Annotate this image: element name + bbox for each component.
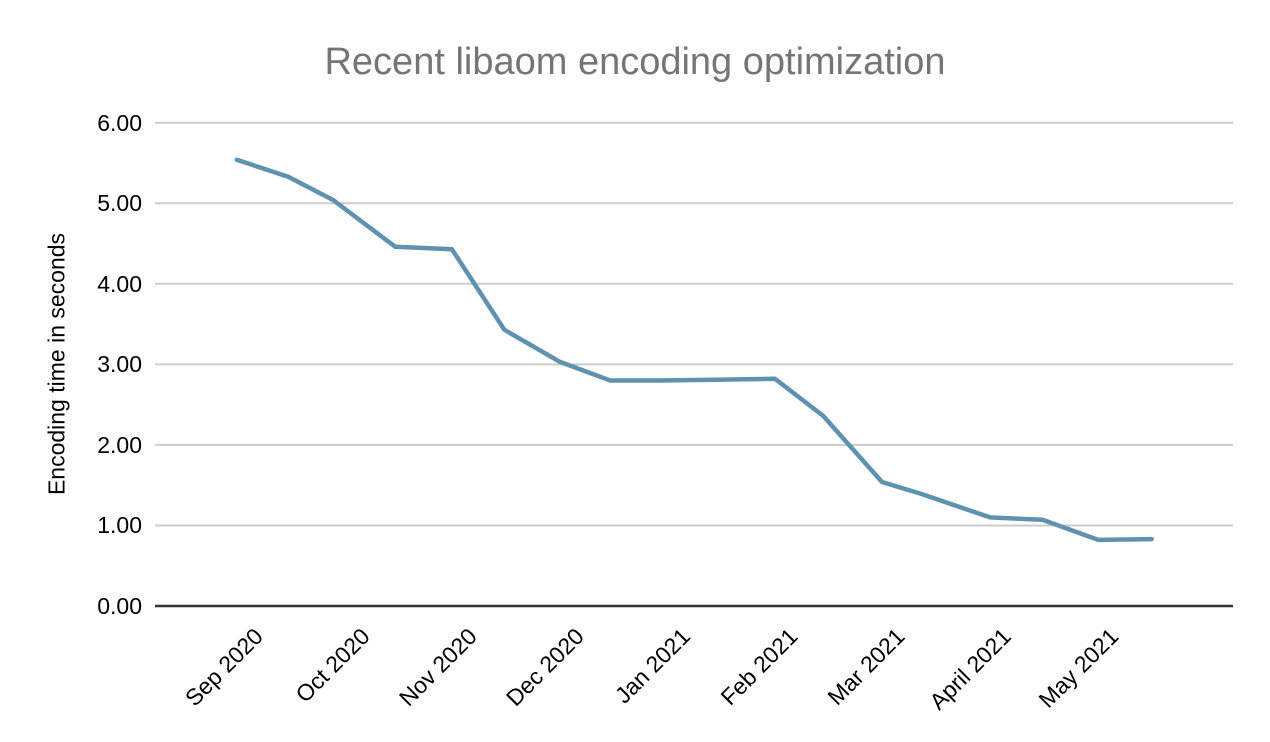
y-tick-label: 6.00 bbox=[97, 109, 142, 136]
y-tick-label: 0.00 bbox=[97, 593, 142, 619]
y-tick-label: 3.00 bbox=[97, 351, 142, 378]
chart-title: Recent libaom encoding optimization bbox=[324, 41, 946, 83]
y-tick-label: 5.00 bbox=[97, 190, 142, 217]
y-tick-label: 4.00 bbox=[97, 270, 142, 297]
y-tick-label: 2.00 bbox=[97, 431, 142, 458]
encoding-time-series-line bbox=[234, 157, 1154, 543]
y-tick-label: 1.00 bbox=[97, 512, 142, 539]
